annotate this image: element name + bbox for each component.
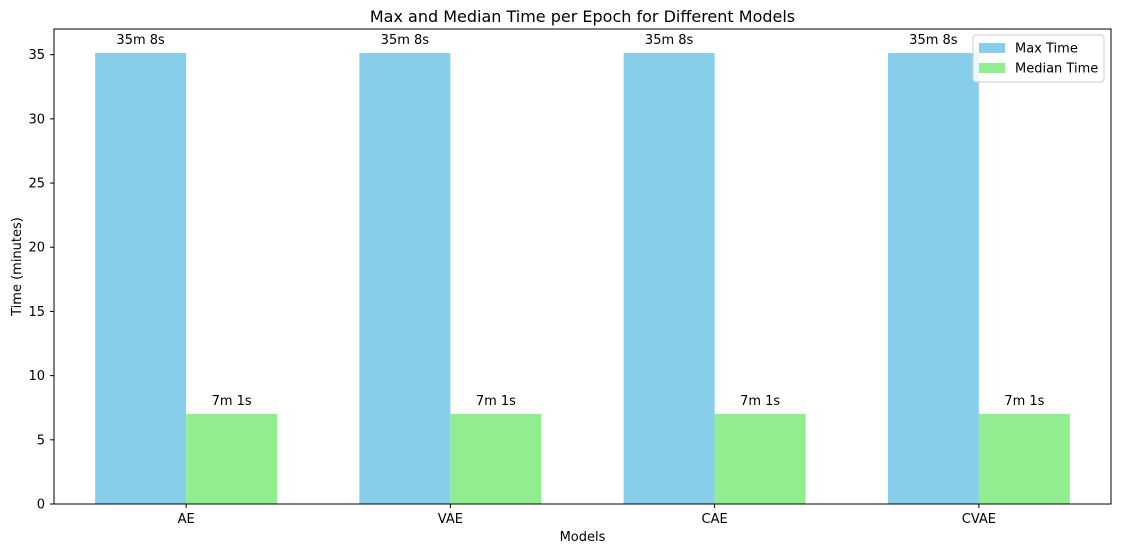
data-label-median-cvae: 7m 1s (1004, 394, 1044, 409)
bar-median-ae (186, 413, 278, 504)
legend-swatch-median (979, 63, 1005, 73)
data-label-max-vae: 35m 8s (381, 33, 430, 48)
bar-median-vae (450, 413, 542, 504)
x-tick-label: AE (178, 512, 195, 527)
data-label-median-cae: 7m 1s (740, 394, 780, 409)
chart-title: Max and Median Time per Epoch for Differ… (370, 7, 795, 26)
y-tick-label: 0 (37, 498, 45, 513)
y-tick-label: 35 (28, 48, 45, 63)
data-label-max-ae: 35m 8s (116, 33, 165, 48)
legend-label-median: Median Time (1015, 62, 1098, 77)
legend-swatch-max (979, 43, 1005, 53)
plot-frame (53, 28, 1112, 505)
y-tick-label: 30 (28, 112, 45, 127)
bar-median-cvae (978, 413, 1070, 504)
data-label-max-cvae: 35m 8s (909, 33, 958, 48)
y-tick-label: 15 (28, 305, 45, 320)
legend-label-max: Max Time (1015, 42, 1078, 57)
bar-max-cvae (887, 53, 979, 505)
x-axis-label: Models (560, 530, 606, 545)
y-tick-label: 25 (28, 177, 45, 192)
y-tick-label: 10 (28, 369, 45, 384)
bar-max-ae (95, 53, 187, 505)
x-tick-label: VAE (438, 512, 463, 527)
data-label-median-ae: 7m 1s (212, 394, 252, 409)
legend-box (972, 34, 1105, 83)
y-tick-label: 5 (37, 433, 45, 448)
y-axis-label: Time (minutes) (10, 217, 25, 317)
bar-max-vae (359, 53, 451, 505)
x-tick-label: CVAE (962, 512, 996, 527)
x-tick-label: CAE (702, 512, 728, 527)
y-tick-label: 20 (28, 241, 45, 256)
data-label-median-vae: 7m 1s (476, 394, 516, 409)
data-label-max-cae: 35m 8s (645, 33, 694, 48)
bar-median-cae (714, 413, 806, 504)
bar-max-cae (623, 53, 715, 505)
